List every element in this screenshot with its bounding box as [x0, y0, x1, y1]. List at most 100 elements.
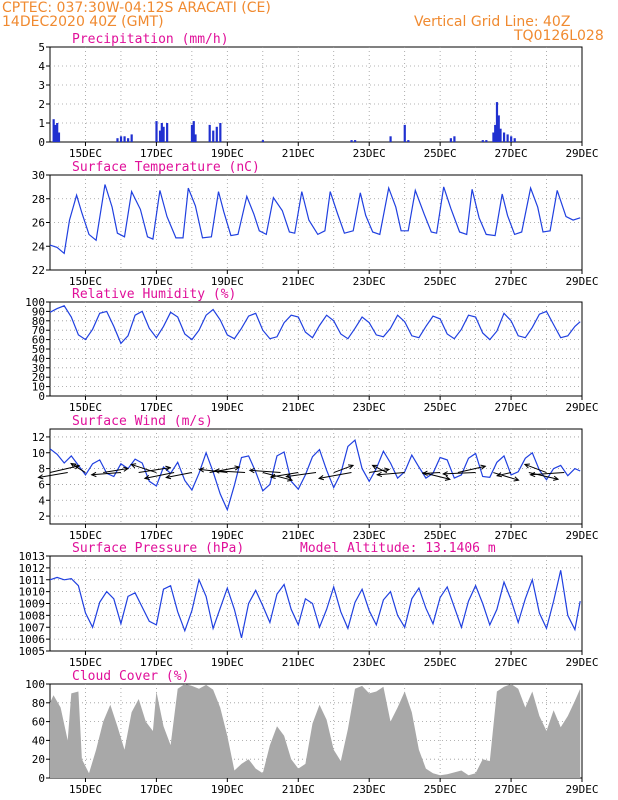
y-tick-label: 60 — [32, 334, 45, 347]
precip-bar — [162, 126, 165, 142]
wind-arrow — [214, 470, 246, 474]
precip-bar — [485, 140, 488, 142]
precip-bar — [116, 138, 119, 142]
wind-arrow-head — [513, 476, 520, 482]
x-tick-label: 27DEC — [495, 656, 528, 669]
wind-arrow-head — [165, 474, 172, 480]
panel-title: Surface Wind (m/s) — [72, 414, 213, 429]
y-tick-label: 22 — [32, 264, 45, 277]
wind-arrow-head — [317, 475, 325, 481]
y-tick-label: 90 — [32, 305, 45, 318]
x-tick-label: 19DEC — [211, 401, 244, 414]
wind-arrow — [91, 472, 121, 476]
precip-bar — [354, 140, 357, 142]
wind-arrow-head — [143, 474, 150, 481]
station-header: CPTEC: 037:30W-04:12S ARACATI (CE) — [2, 0, 271, 16]
x-tick-label: 27DEC — [495, 529, 528, 542]
precip-bar — [212, 130, 215, 142]
y-tick-label: 100 — [25, 678, 45, 691]
y-tick-label: 100 — [25, 296, 45, 309]
precip-bar — [502, 132, 506, 142]
precip-bar — [192, 121, 195, 142]
wind-arrow — [457, 465, 486, 474]
wind-arrow-head — [90, 471, 97, 478]
precip-bar — [494, 124, 497, 142]
precip-bar — [350, 140, 353, 142]
precip-bar — [155, 121, 158, 142]
wind-arrow — [318, 472, 352, 479]
wind-arrow-head — [37, 474, 44, 480]
y-tick-label: 1005 — [19, 645, 46, 658]
x-tick-label: 27DEC — [495, 275, 528, 288]
y-tick-label: 0 — [38, 772, 45, 785]
wind-arrow-head — [130, 463, 137, 469]
y-tick-label: 80 — [32, 697, 45, 710]
wind-arrow-head — [371, 464, 378, 470]
y-tick-label: 5 — [38, 41, 45, 54]
x-tick-label: 29DEC — [565, 783, 598, 796]
y-tick-label: 2 — [38, 98, 45, 111]
x-tick-label: 29DEC — [565, 656, 598, 669]
precip-bar — [510, 136, 513, 142]
precip-bar — [219, 123, 222, 142]
y-tick-label: 1007 — [19, 621, 46, 634]
x-tick-label: 25DEC — [424, 783, 457, 796]
wind-arrow-head — [70, 462, 77, 469]
precip-bar — [261, 140, 264, 142]
wind-arrow — [70, 463, 86, 473]
series-line — [49, 184, 581, 255]
precip-bar — [403, 124, 406, 142]
y-tick-label: 4 — [38, 60, 45, 73]
x-tick-label: 19DEC — [211, 147, 244, 160]
y-tick-label: 40 — [32, 352, 45, 365]
x-tick-label: 25DEC — [424, 529, 457, 542]
x-tick-label: 17DEC — [140, 656, 173, 669]
x-tick-label: 27DEC — [495, 401, 528, 414]
wind-arrow-head — [495, 472, 503, 478]
precip-bar — [449, 138, 452, 142]
precip-bar — [119, 136, 123, 142]
wind-arrow — [372, 464, 388, 473]
precip-bar — [208, 124, 211, 142]
y-tick-label: 70 — [32, 324, 45, 337]
wind-arrow-head — [529, 471, 536, 478]
precip-bar — [56, 123, 59, 142]
wind-arrow-head — [444, 475, 451, 481]
x-tick-label: 15DEC — [69, 656, 102, 669]
x-tick-label: 29DEC — [565, 275, 598, 288]
wind-arrow-head — [421, 470, 428, 476]
x-tick-label: 17DEC — [140, 529, 173, 542]
panel-title: Cloud Cover (%) — [72, 669, 189, 684]
wind-arrow-head — [234, 465, 241, 471]
precip-bar — [513, 138, 516, 142]
x-tick-label: 23DEC — [353, 656, 386, 669]
precip-bar — [52, 119, 55, 142]
wind-arrow-head — [442, 471, 448, 477]
panel-2 — [46, 174, 583, 274]
precip-bar — [481, 140, 484, 142]
run-date-header: 14DEC2020 40Z (GMT) — [2, 14, 164, 30]
y-tick-label: 2 — [38, 510, 45, 523]
precip-bar — [190, 124, 194, 142]
wind-arrow-head — [523, 463, 530, 469]
wind-arrow — [443, 472, 476, 475]
y-tick-label: 20 — [32, 371, 45, 384]
x-tick-label: 21DEC — [282, 529, 315, 542]
y-tick-label: 10 — [32, 381, 45, 394]
y-tick-label: 1013 — [19, 550, 46, 563]
wind-arrow — [493, 472, 519, 481]
y-tick-label: 1012 — [19, 562, 46, 575]
x-tick-label: 25DEC — [424, 275, 457, 288]
y-tick-label: 1006 — [19, 633, 46, 646]
x-tick-label: 15DEC — [69, 147, 102, 160]
x-tick-label: 29DEC — [565, 401, 598, 414]
x-tick-label: 27DEC — [495, 783, 528, 796]
wind-arrow — [286, 472, 317, 478]
y-tick-label: 60 — [32, 716, 45, 729]
precip-bar — [166, 123, 169, 142]
panel-3 — [46, 301, 583, 400]
x-tick-label: 17DEC — [140, 783, 173, 796]
wind-arrow — [528, 472, 559, 480]
wind-arrow-head — [285, 473, 292, 479]
precip-bar — [194, 134, 197, 142]
